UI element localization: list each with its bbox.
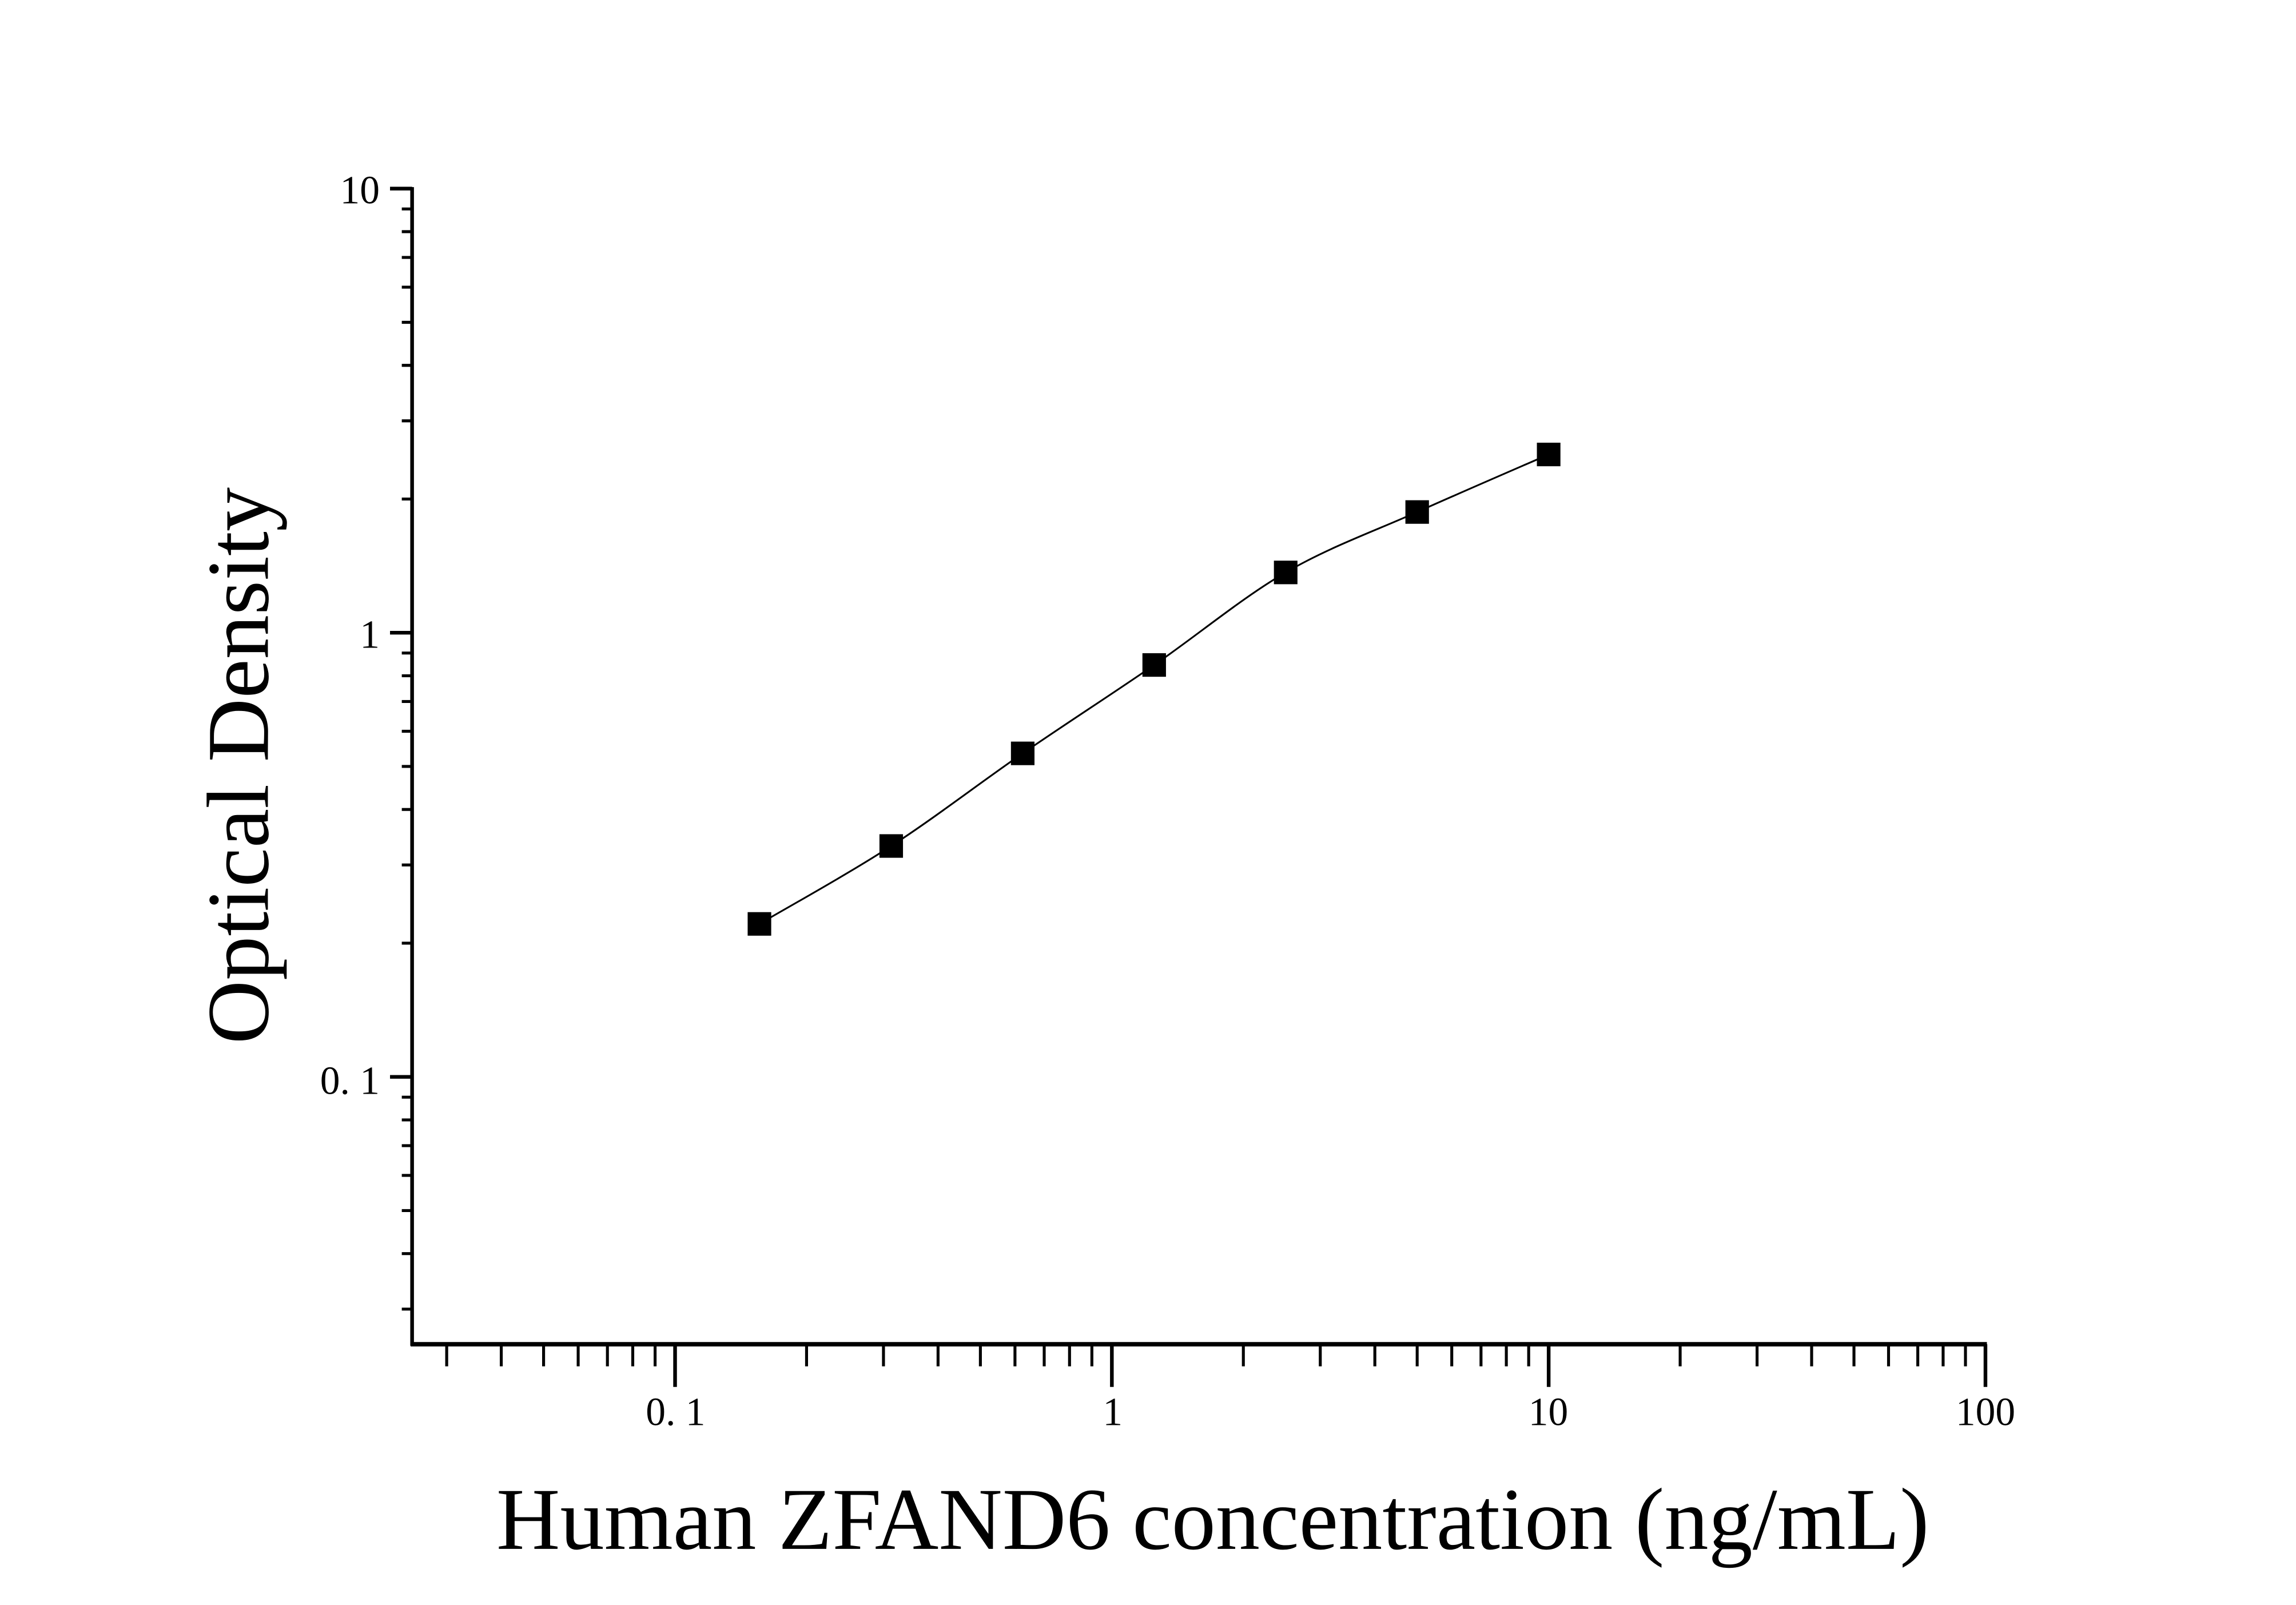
data-point	[1010, 741, 1034, 765]
y-tick-label: 1	[360, 613, 380, 657]
fit-curve	[759, 454, 1549, 925]
data-point	[1274, 561, 1298, 585]
data-point	[1537, 442, 1561, 467]
data-point	[879, 834, 904, 858]
data-point	[1142, 653, 1166, 677]
y-tick-label: 10	[340, 168, 380, 212]
axes	[410, 187, 1987, 1346]
x-tick-label: 10	[1529, 1391, 1568, 1435]
y-axis-title: Optical Density	[189, 487, 287, 1044]
data-point	[747, 912, 771, 936]
data-point	[1405, 500, 1429, 524]
x-tick-label: 100	[1956, 1391, 2015, 1435]
x-tick-label: 0. 1	[646, 1391, 705, 1435]
y-tick-label: 0. 1	[320, 1059, 380, 1103]
x-axis-title: Human ZFAND6 concentration (ng/mL)	[496, 1471, 1929, 1568]
x-tick-label: 1	[1103, 1391, 1123, 1435]
